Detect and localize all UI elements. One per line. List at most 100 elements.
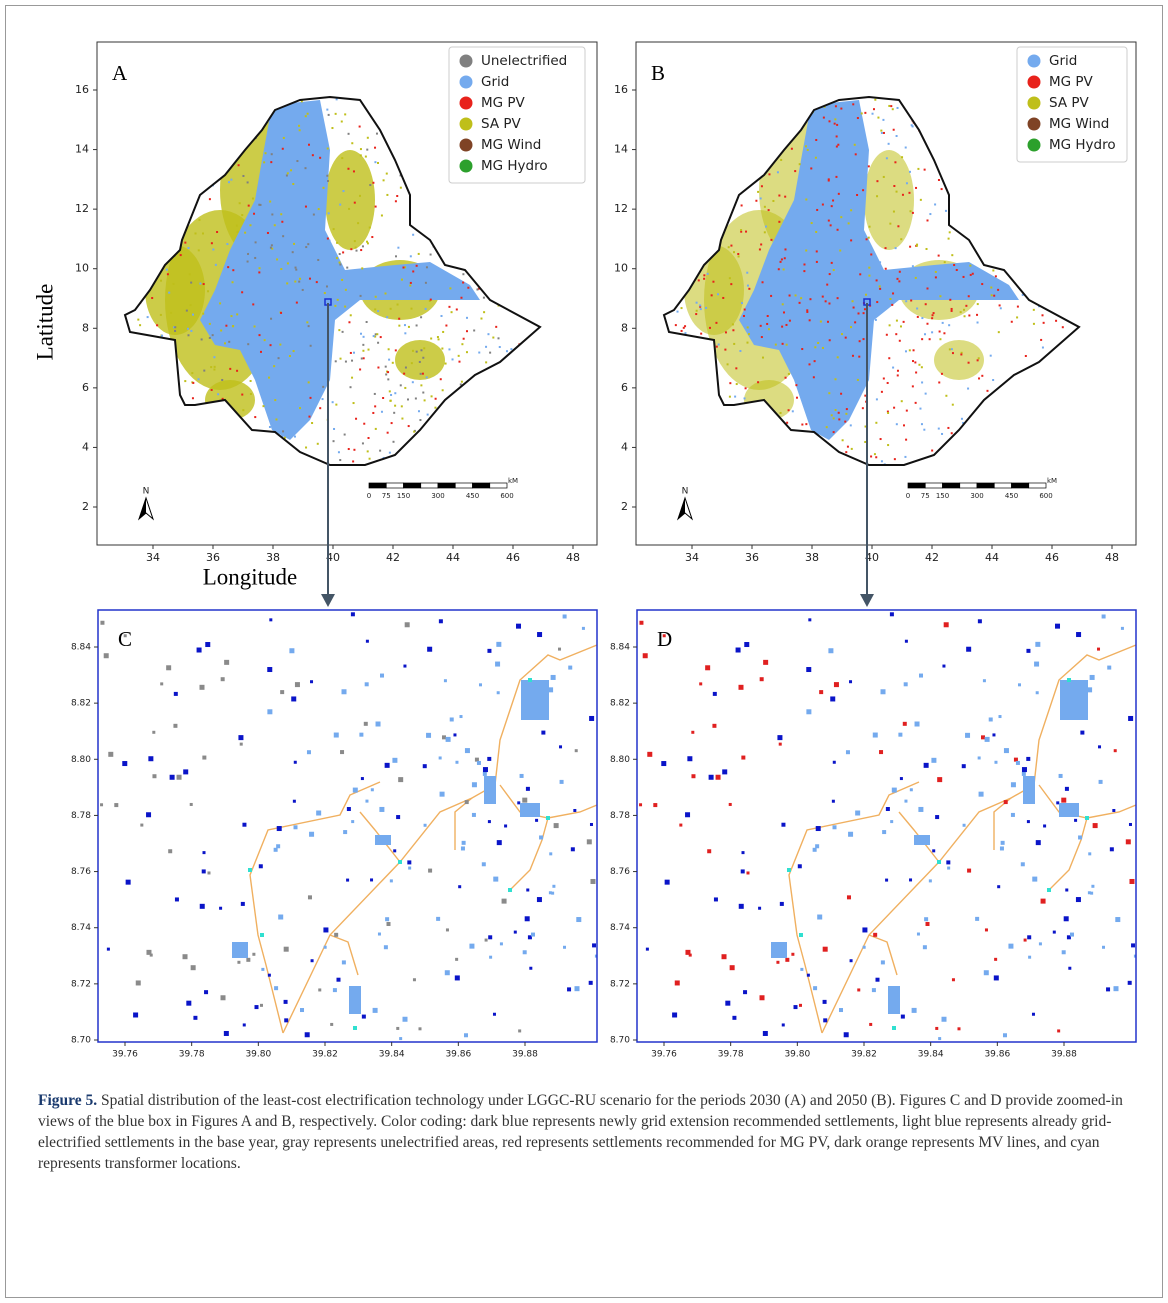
settlement-dot [415, 350, 418, 353]
settlement-cell [1040, 898, 1046, 904]
settlement-cell [938, 1037, 942, 1041]
settlement-dot [275, 418, 278, 421]
settlement-dot [241, 291, 244, 294]
settlement-dot [221, 378, 224, 381]
settlement-cell [740, 869, 745, 874]
grid-cluster [914, 835, 930, 845]
settlement-dot [384, 365, 387, 368]
legend-label: MG Wind [1049, 116, 1109, 132]
settlement-dot [794, 294, 797, 297]
settlement-dot [404, 386, 407, 389]
settlement-dot [283, 436, 286, 439]
settlement-dot [273, 224, 276, 227]
settlement-cell [445, 736, 451, 742]
settlement-dot [837, 411, 840, 414]
settlement-dot [909, 210, 912, 213]
x-tick-label: 34 [146, 551, 160, 564]
settlement-dot [338, 253, 341, 256]
y-tick-label: 8.80 [610, 755, 630, 765]
settlement-dot [798, 301, 801, 304]
legend-marker [459, 117, 473, 131]
settlement-cell [443, 679, 447, 683]
settlement-dot [874, 318, 877, 321]
settlement-cell [1113, 986, 1119, 992]
settlement-dot [351, 142, 354, 145]
settlement-dot [781, 303, 784, 306]
settlement-dot [891, 108, 894, 111]
settlement-dot [422, 356, 425, 359]
settlement-cell [1010, 782, 1016, 788]
settlement-dot [715, 321, 718, 324]
settlement-cell [204, 990, 209, 995]
settlement-dot [421, 372, 424, 375]
settlement-dot [372, 335, 375, 338]
settlement-dot [727, 246, 730, 249]
settlement-dot [994, 275, 997, 278]
settlement-dot [858, 355, 861, 358]
settlement-cell [261, 967, 265, 971]
settlement-dot [303, 125, 306, 128]
settlement-dot [159, 313, 162, 316]
panel-label: B [651, 61, 665, 85]
settlement-dot [766, 315, 769, 318]
settlement-dot [817, 342, 820, 345]
settlement-dot [828, 339, 831, 342]
settlement-dot [213, 356, 216, 359]
settlement-dot [967, 295, 970, 298]
settlement-dot [186, 327, 189, 330]
settlement-dot [363, 422, 366, 425]
settlement-dot [787, 409, 790, 412]
settlement-dot [766, 322, 769, 325]
settlement-dot [1041, 314, 1044, 317]
settlement-dot [288, 355, 291, 358]
settlement-dot [820, 386, 823, 389]
settlement-dot [418, 360, 421, 363]
settlement-dot [815, 224, 818, 227]
settlement-dot [717, 343, 720, 346]
settlement-dot [462, 281, 465, 284]
settlement-dot [307, 325, 310, 328]
settlement-cell [513, 930, 517, 934]
settlement-dot [884, 247, 887, 250]
settlement-dot [809, 298, 812, 301]
settlement-dot [735, 367, 738, 370]
settlement-dot [923, 428, 926, 431]
settlement-dot [703, 277, 706, 280]
settlement-cell [822, 999, 827, 1004]
settlement-dot [887, 444, 890, 447]
x-tick-label: 46 [506, 551, 520, 564]
settlement-dot [791, 410, 794, 413]
settlement-cell [904, 799, 908, 803]
settlement-dot [695, 309, 698, 312]
settlement-dot [868, 266, 871, 269]
settlement-dot [680, 307, 683, 310]
x-tick-label: 39.88 [512, 1050, 538, 1060]
settlement-dot [374, 333, 377, 336]
settlement-dot [465, 351, 468, 354]
settlement-dot [374, 295, 377, 298]
settlement-cell [332, 988, 337, 993]
settlement-dot [382, 179, 385, 182]
settlement-dot [172, 282, 175, 285]
settlement-dot [940, 188, 943, 191]
settlement-dot [836, 383, 839, 386]
legend-marker [459, 159, 473, 173]
settlement-dot [870, 253, 873, 256]
settlement-cell [813, 986, 818, 991]
legend-label: MG PV [1049, 74, 1094, 90]
settlement-dot [485, 361, 488, 364]
settlement-cell [1087, 891, 1091, 895]
x-tick-label: 39.86 [984, 1050, 1010, 1060]
settlement-cell [699, 682, 703, 686]
settlement-dot [396, 303, 399, 306]
settlement-cell [1097, 647, 1101, 651]
settlement-cell [487, 648, 492, 653]
settlement-dot [724, 348, 727, 351]
settlement-dot [285, 174, 288, 177]
settlement-dot [824, 300, 827, 303]
x-tick-label: 38 [805, 551, 819, 564]
settlement-dot [462, 273, 465, 276]
settlement-cell [341, 689, 347, 695]
settlement-dot [902, 320, 905, 323]
settlement-cell [176, 774, 182, 780]
